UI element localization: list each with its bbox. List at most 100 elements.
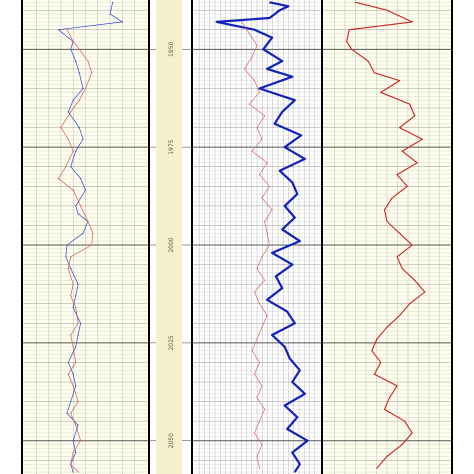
track1-curve-1-point	[75, 150, 77, 152]
track1-curve-2-point	[72, 283, 74, 285]
track2-curve-1-point	[253, 29, 256, 31]
track3-grid	[322, 0, 452, 474]
track2-curve-1-point	[284, 404, 286, 407]
track1-curve-2-point	[60, 127, 62, 129]
track2-curve-1-point	[299, 463, 301, 465]
track2-curve-1-point	[266, 299, 268, 301]
track2-curve-2-point	[258, 467, 261, 469]
track2-curve-1-point	[287, 5, 290, 7]
track2-curve-1-point	[266, 68, 268, 70]
track1-curve-1-point	[109, 13, 111, 15]
track1-curve-1-point	[75, 60, 77, 62]
track2-curve-2-point	[253, 432, 256, 434]
track2-curve-2-point	[271, 209, 273, 211]
track3-curve-1	[346, 1, 426, 469]
track2-curve-1-point	[291, 264, 293, 266]
track2-curve-1-point	[294, 471, 296, 473]
track3-curve-1-point	[388, 397, 391, 399]
track3-curve-1-point	[386, 455, 388, 457]
track1-curve-1-point	[75, 205, 77, 207]
track3-curve-1-point	[409, 303, 411, 305]
track2-curve-2-point	[261, 197, 263, 199]
track2-curve-1-point	[284, 346, 286, 348]
track3-curve-1-point	[380, 91, 382, 93]
track2-curve-1-point	[281, 111, 283, 113]
track1-curve-2-point	[75, 307, 77, 309]
track3-curve-1-point	[376, 467, 378, 469]
depth-track: 1950 1975 2000 2025 2050	[149, 0, 192, 474]
track1-curve-2-point	[70, 256, 72, 258]
track1-curve-1-point	[77, 213, 79, 215]
track3-curve-1-point	[409, 103, 411, 105]
track2-curve-2-point	[256, 397, 258, 399]
track3-curve-1-point	[399, 127, 401, 129]
track1-curve-1-point	[80, 322, 82, 324]
track2-curve-2-point	[261, 385, 263, 387]
track2-curve-1-point	[269, 1, 271, 3]
track1-curve-2-point	[80, 440, 82, 442]
track3-curve-1-point	[416, 162, 418, 164]
track2-curve-1-point	[296, 193, 298, 195]
depth-tick-label: 1975	[168, 139, 175, 154]
track2-curve-2-point	[241, 21, 243, 23]
track2-curve-2-point	[258, 420, 261, 422]
track1-curve-1-point	[70, 166, 72, 168]
track3-curve-1-point	[396, 174, 398, 176]
track1-curve-2-point	[72, 150, 74, 152]
track3-curve-1-point	[404, 420, 406, 422]
track1-curve-1-point	[72, 471, 74, 473]
track2-curve-2-point	[256, 267, 258, 270]
track2-curve-2-point	[269, 185, 271, 187]
track2-curve-2-point	[261, 256, 263, 258]
track1-curve-1-point	[75, 385, 77, 387]
track1-curve-1-point	[67, 361, 69, 363]
track2-curve-2-point	[251, 350, 253, 352]
depth-tick-label: 2000	[168, 237, 175, 252]
track3-curve-1-point	[383, 408, 386, 410]
track2-curve-1-point	[275, 275, 277, 277]
track1-curve-1-point	[84, 189, 87, 191]
track3-curve-1-point	[376, 338, 378, 340]
track2-curve-2-point	[253, 291, 256, 293]
track1-curve-2-point	[70, 111, 72, 113]
track3-curve-1-point	[386, 9, 388, 11]
track2-curve-1-point	[299, 369, 301, 371]
track2-curve-2-point	[258, 174, 261, 176]
track2-curve-1-point	[304, 393, 306, 395]
track2-curve-1-point	[286, 428, 288, 430]
track2-curve-1-point	[258, 87, 261, 90]
track3-curve-1-point	[399, 232, 401, 234]
track1-curve-2-point	[77, 471, 79, 473]
track3-curve-1-point	[373, 373, 375, 375]
track3-curve-1-point	[401, 267, 403, 270]
track2-curve-1-point	[294, 99, 296, 101]
track1-curve-1-point	[121, 21, 123, 23]
track1-curve-2-point	[70, 295, 72, 297]
track2-curve-1-point	[306, 440, 308, 442]
track3-panel	[322, 0, 452, 474]
track2-curve-1-point	[281, 60, 283, 62]
track3-curve-1-point	[396, 385, 398, 387]
depth-tick-label: 2050	[168, 433, 175, 448]
track1-curve-1-point	[75, 295, 77, 297]
track2-curve-2-point	[243, 68, 245, 70]
track1-curve-1-point	[66, 244, 68, 246]
track3-curve-1-point	[367, 60, 369, 62]
track1-curve-1-point	[70, 48, 72, 50]
track1-curve-1-point	[77, 334, 79, 336]
track1-curve-2-point	[78, 48, 80, 50]
track2-panel	[192, 0, 322, 474]
track1-curve-1-point	[77, 424, 79, 426]
track2-curve-1-point	[274, 123, 276, 125]
depth-labels: 1950 1975 2000 2025 2050	[149, 42, 192, 448]
track2-curve-2-point	[256, 338, 258, 340]
track1-grid	[22, 0, 149, 474]
track1-curve-2-point	[70, 412, 72, 414]
track1-curve-2-point	[77, 401, 79, 403]
track2-curve-1-point	[279, 9, 281, 11]
track2-curve-2-point	[264, 408, 266, 410]
track2-curve-1-point	[271, 334, 273, 336]
track1-curve-2-point	[91, 244, 93, 246]
track2-curve-1-point	[291, 381, 293, 383]
track1-curve-2-point	[70, 334, 72, 336]
